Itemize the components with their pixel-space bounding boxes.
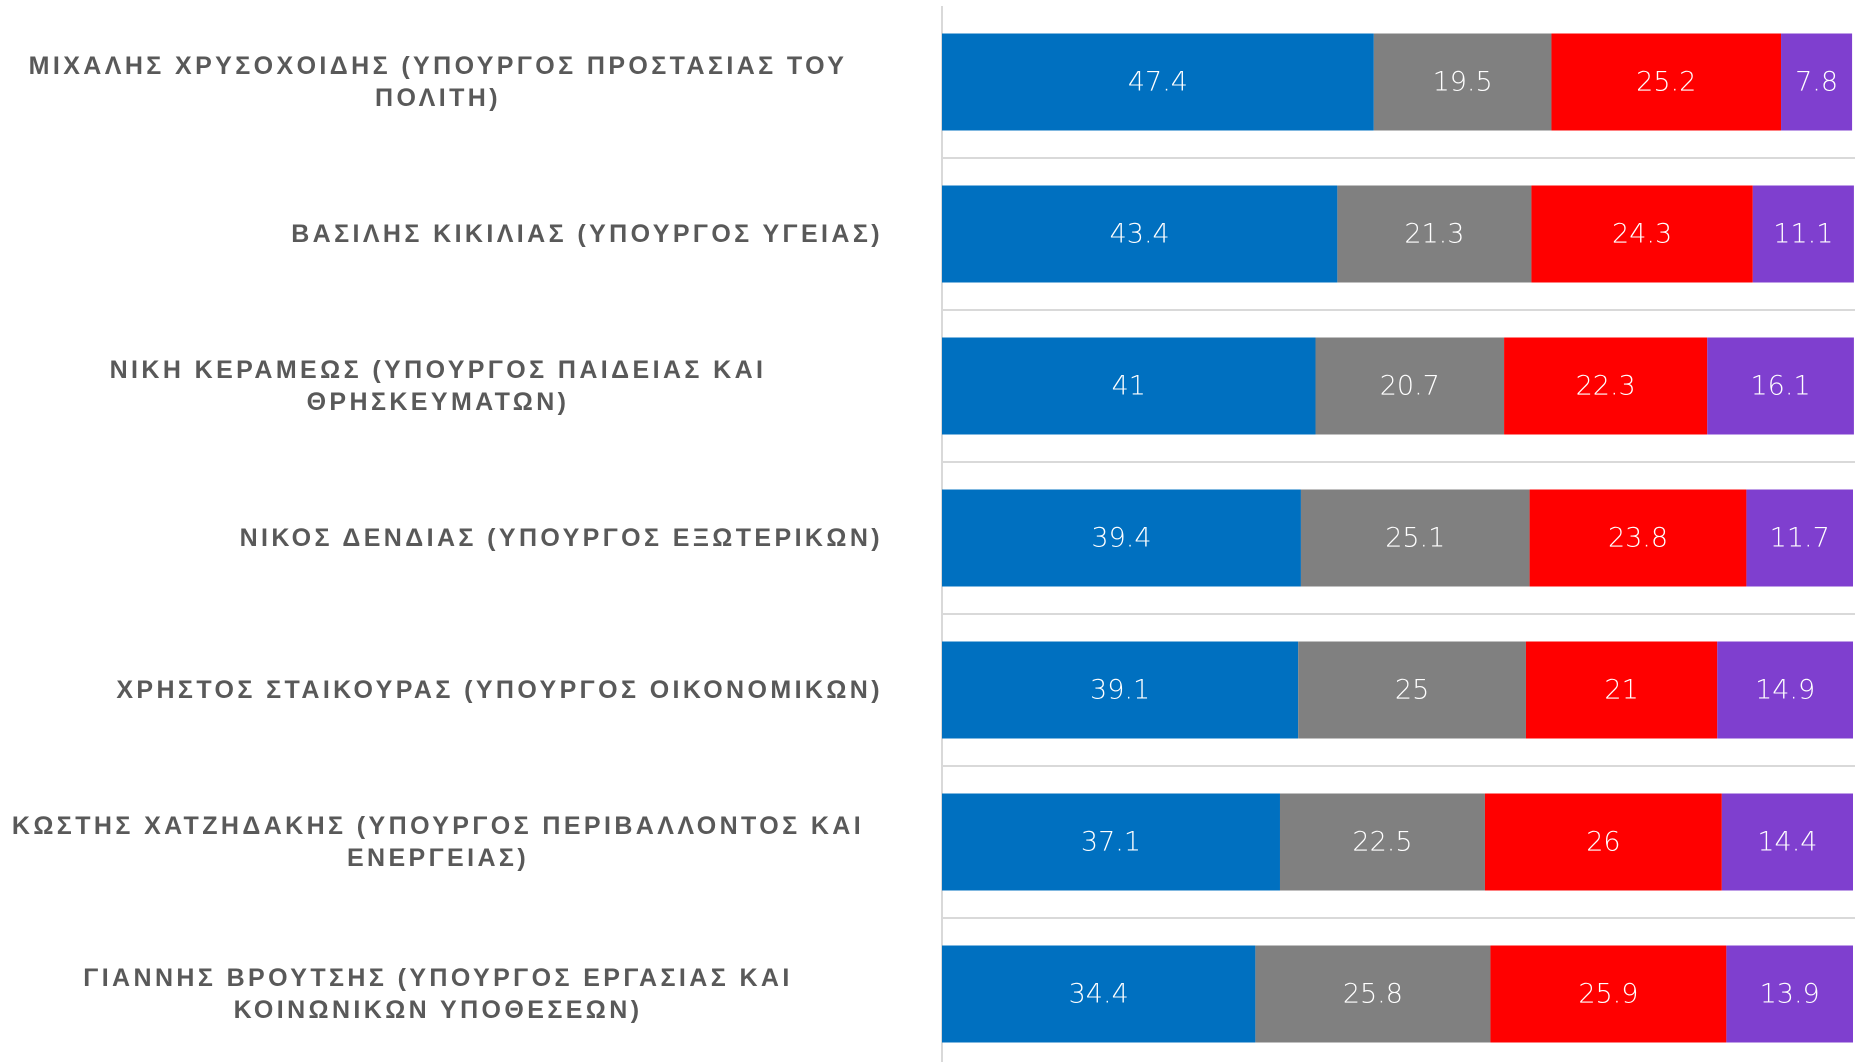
value-label: 41 <box>1112 371 1146 402</box>
category-text: ΚΩΣΤΗΣ ΧΑΤΖΗΔΑΚΗΣ (ΥΠΟΥΡΓΟΣ ΠΕΡΙΒΑΛΛΟΝΤΟ… <box>11 812 865 872</box>
bar-segment <box>1300 489 1530 587</box>
bar-segment <box>1726 945 1853 1043</box>
category-label: ΜΙΧΑΛΗΣ ΧΡΥΣΟΧΟΙΔΗΣ (ΥΠΟΥΡΓΟΣ ΠΡΟΣΤΑΣΙΑΣ… <box>0 50 913 114</box>
value-label: 39.4 <box>1091 523 1151 554</box>
bar-segment <box>1746 489 1853 587</box>
value-label: 22.5 <box>1352 827 1412 858</box>
value-label: 47.4 <box>1128 67 1188 98</box>
category-text: ΝΙΚΗ ΚΕΡΑΜΕΩΣ (ΥΠΟΥΡΓΟΣ ΠΑΙΔΕΙΑΣ ΚΑΙ ΘΡΗ… <box>109 356 767 416</box>
category-label: ΓΙΑΝΝΗΣ ΒΡΟΥΤΣΗΣ (ΥΠΟΥΡΓΟΣ ΕΡΓΑΣΙΑΣ ΚΑΙ … <box>0 962 913 1026</box>
bar-segment <box>1490 945 1727 1043</box>
bar-segment <box>1707 337 1854 435</box>
bar-segment <box>1315 337 1505 435</box>
bar-segment <box>1551 33 1782 131</box>
bar-segment <box>1484 793 1722 891</box>
bar-segment <box>942 641 1299 739</box>
value-label: 25.9 <box>1578 979 1638 1010</box>
value-label: 25 <box>1395 675 1429 706</box>
category-text: ΒΑΣΙΛΗΣ ΚΙΚΙΛΙΑΣ (ΥΠΟΥΡΓΟΣ ΥΓΕΙΑΣ) <box>291 220 883 248</box>
bar-segment <box>1721 793 1853 891</box>
value-label: 23.8 <box>1608 523 1668 554</box>
category-label: ΚΩΣΤΗΣ ΧΑΤΖΗΔΑΚΗΣ (ΥΠΟΥΡΓΟΣ ΠΕΡΙΒΑΛΛΟΝΤΟ… <box>0 810 913 874</box>
bar-segment <box>942 793 1280 891</box>
value-label: 26 <box>1586 827 1620 858</box>
value-label: 22.3 <box>1576 371 1636 402</box>
value-label: 16.1 <box>1751 371 1811 402</box>
value-label: 21 <box>1604 675 1638 706</box>
category-text: ΧΡΗΣΤΟΣ ΣΤΑΙΚΟΥΡΑΣ (ΥΠΟΥΡΓΟΣ ΟΙΚΟΝΟΜΙΚΩΝ… <box>116 676 883 704</box>
bar-segment <box>1279 793 1485 891</box>
value-label: 25.1 <box>1385 523 1445 554</box>
bar-segment <box>1298 641 1526 739</box>
bar-segment <box>1337 185 1532 283</box>
value-label: 34.4 <box>1069 979 1129 1010</box>
bar-segment <box>1752 185 1854 283</box>
value-label: 43.4 <box>1110 219 1170 250</box>
value-label: 11.7 <box>1770 523 1830 554</box>
bar-segment <box>942 489 1301 587</box>
bar-segment <box>1373 33 1552 131</box>
bar-segment <box>1504 337 1708 435</box>
bar-segment <box>942 33 1374 131</box>
value-label: 20.7 <box>1380 371 1440 402</box>
value-label: 13.9 <box>1760 979 1820 1010</box>
category-text: ΝΙΚΟΣ ΔΕΝΔΙΑΣ (ΥΠΟΥΡΓΟΣ ΕΞΩΤΕΡΙΚΩΝ) <box>239 524 883 552</box>
value-label: 24.3 <box>1612 219 1672 250</box>
category-label: ΧΡΗΣΤΟΣ ΣΤΑΙΚΟΥΡΑΣ (ΥΠΟΥΡΓΟΣ ΟΙΚΟΝΟΜΙΚΩΝ… <box>0 674 913 706</box>
bar-segment <box>942 185 1338 283</box>
value-label: 11.1 <box>1773 219 1833 250</box>
bar-segment <box>1255 945 1491 1043</box>
value-label: 14.9 <box>1755 675 1815 706</box>
category-text: ΓΙΑΝΝΗΣ ΒΡΟΥΤΣΗΣ (ΥΠΟΥΡΓΟΣ ΕΡΓΑΣΙΑΣ ΚΑΙ … <box>83 964 793 1024</box>
bar-segment <box>1781 33 1853 131</box>
bar-segment <box>942 337 1316 435</box>
bar-segment <box>1525 641 1718 739</box>
value-label: 14.4 <box>1757 827 1817 858</box>
bar-segment <box>1529 489 1747 587</box>
category-label: ΒΑΣΙΛΗΣ ΚΙΚΙΛΙΑΣ (ΥΠΟΥΡΓΟΣ ΥΓΕΙΑΣ) <box>0 218 913 250</box>
value-label: 25.2 <box>1636 67 1696 98</box>
value-label: 25.8 <box>1343 979 1403 1010</box>
value-label: 37.1 <box>1081 827 1141 858</box>
bar-segment <box>1717 641 1853 739</box>
value-label: 21.3 <box>1404 219 1464 250</box>
value-label: 7.8 <box>1795 67 1838 98</box>
bar-segment <box>942 945 1256 1043</box>
value-label: 19.5 <box>1433 67 1493 98</box>
bar-segment <box>1531 185 1753 283</box>
category-label: ΝΙΚΗ ΚΕΡΑΜΕΩΣ (ΥΠΟΥΡΓΟΣ ΠΑΙΔΕΙΑΣ ΚΑΙ ΘΡΗ… <box>0 354 913 418</box>
value-label: 39.1 <box>1090 675 1150 706</box>
category-text: ΜΙΧΑΛΗΣ ΧΡΥΣΟΧΟΙΔΗΣ (ΥΠΟΥΡΓΟΣ ΠΡΟΣΤΑΣΙΑΣ… <box>28 52 848 112</box>
category-label: ΝΙΚΟΣ ΔΕΝΔΙΑΣ (ΥΠΟΥΡΓΟΣ ΕΞΩΤΕΡΙΚΩΝ) <box>0 522 913 554</box>
